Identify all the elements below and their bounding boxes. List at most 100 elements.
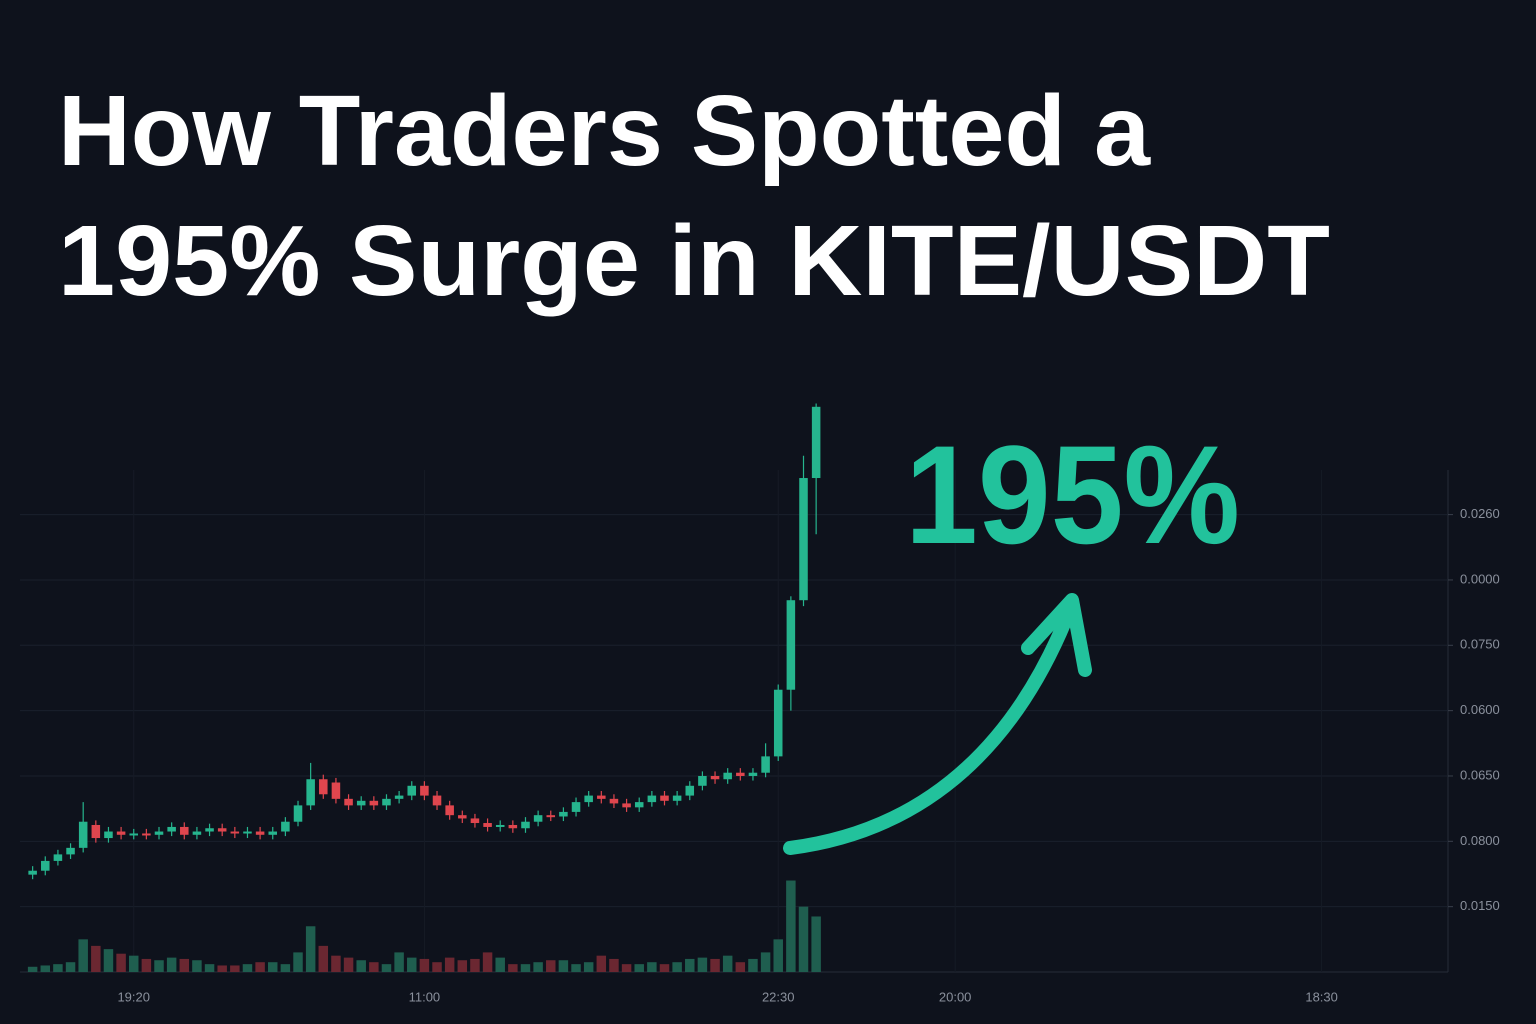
candle-body: [319, 779, 328, 795]
x-tick-label: 20:00: [939, 989, 972, 1004]
volume-bar: [217, 965, 227, 972]
candle-body: [356, 800, 366, 806]
candle-body: [91, 824, 101, 839]
volume-bar: [179, 958, 190, 972]
candle-body: [129, 833, 138, 836]
volume-bar: [609, 958, 619, 972]
volume-bar: [192, 960, 202, 972]
volume-bar: [533, 962, 543, 972]
volume-bar: [78, 939, 88, 972]
candle-body: [660, 795, 669, 801]
volume-bar: [242, 964, 253, 972]
volume-bar: [659, 964, 670, 972]
volume-bar: [356, 960, 366, 972]
volume-bar: [381, 964, 392, 972]
volume-bar: [103, 949, 114, 972]
x-tick-label: 18:30: [1305, 989, 1338, 1004]
volume-bar: [27, 966, 38, 972]
volume-bar: [773, 939, 783, 972]
candle-body: [799, 478, 808, 601]
candle-body: [723, 772, 732, 780]
candle-body: [546, 815, 556, 818]
volume-bar: [204, 964, 215, 972]
candle-body: [394, 795, 404, 799]
arrow-shaft: [783, 597, 1079, 855]
candle-body: [66, 847, 75, 855]
volume-bar: [748, 958, 758, 972]
volume-bar: [520, 964, 531, 972]
candle-body: [331, 782, 341, 799]
candle-body: [167, 826, 176, 832]
candle-body: [672, 795, 682, 801]
candle-body: [736, 772, 745, 776]
volume-bar: [331, 955, 341, 972]
marks: [27, 403, 821, 972]
volume-bar: [293, 952, 303, 972]
candle-body: [634, 802, 644, 808]
candle-body: [571, 802, 581, 812]
volume-bar: [798, 906, 809, 972]
candle-body: [445, 805, 454, 816]
volume-bar: [546, 960, 556, 972]
volume-bar: [685, 958, 695, 972]
candle-body: [78, 821, 88, 848]
annotation: 195%: [905, 416, 1240, 573]
candle-body: [698, 775, 707, 786]
volume-bar: [394, 952, 404, 972]
volume-bar: [65, 962, 76, 972]
volume-bar: [116, 953, 126, 972]
candle-body: [432, 795, 442, 806]
volume-bar: [811, 916, 821, 972]
volume-bar: [786, 880, 796, 972]
volume-bar: [621, 964, 632, 972]
y-tick-label: 0.0000: [1460, 571, 1500, 586]
candle-body: [685, 785, 695, 796]
candle-body: [584, 795, 593, 803]
candle-body: [28, 870, 37, 875]
y-tick-label: 0.0260: [1460, 506, 1500, 521]
volume-bar: [710, 958, 720, 972]
candle-body: [192, 831, 202, 835]
volume-bar: [407, 957, 417, 972]
volume-bar: [508, 964, 518, 972]
volume-bar: [495, 957, 505, 972]
candle-body: [217, 828, 227, 832]
candle-body: [495, 824, 505, 827]
volume-bar: [482, 952, 493, 972]
volume-bar: [457, 960, 468, 972]
volume-bar: [305, 926, 316, 972]
candle-body: [230, 831, 240, 834]
candle-body: [420, 785, 429, 796]
y-tick-label: 0.0750: [1460, 637, 1500, 652]
volume-bar: [432, 962, 442, 972]
volume-bar: [166, 957, 177, 972]
volume-bar: [318, 945, 329, 972]
volume-bar: [128, 955, 139, 972]
volume-bar: [647, 962, 657, 972]
candle-body: [786, 600, 796, 690]
candle-body: [369, 800, 379, 806]
volume-bar: [583, 962, 594, 972]
volume-bar: [634, 964, 644, 972]
x-tick-label: 19:20: [117, 989, 150, 1004]
volume-bar: [53, 964, 63, 972]
candle-body: [180, 826, 189, 835]
grid: 0.0150 0.0800 0.0650 0.0600 0.0750 0.0000 0.02…: [20, 470, 1500, 1004]
volume-bar: [280, 964, 291, 972]
volume-bar: [735, 962, 746, 972]
x-tick-label: 11:00: [409, 989, 441, 1004]
candle-body: [104, 831, 113, 839]
candle-body: [710, 775, 720, 780]
volume-bar: [419, 958, 430, 972]
candle-body: [293, 805, 303, 822]
candle-body: [508, 824, 518, 829]
candle-body: [306, 779, 315, 806]
candle-body: [255, 831, 265, 835]
volume-bar: [40, 965, 51, 972]
candle-body: [407, 785, 417, 796]
volume-bar: [444, 957, 455, 972]
arrow-head: [1021, 593, 1092, 677]
volume-bar: [268, 962, 278, 972]
